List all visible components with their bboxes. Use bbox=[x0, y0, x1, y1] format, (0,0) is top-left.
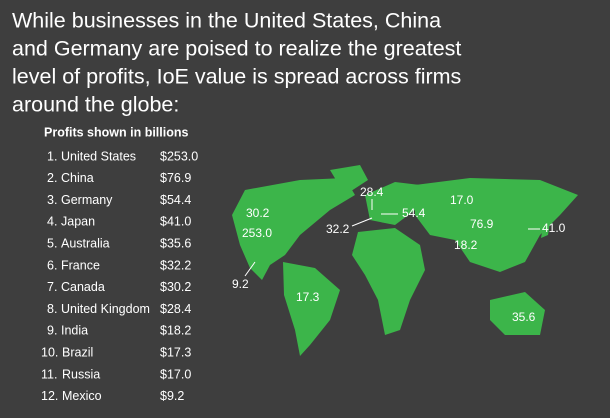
africa bbox=[352, 228, 425, 335]
map-label: 9.2 bbox=[232, 277, 249, 291]
country: Japan bbox=[61, 215, 95, 229]
country: United States bbox=[61, 149, 136, 163]
profit: $17.0 bbox=[160, 367, 191, 381]
rank: 12. bbox=[41, 389, 58, 403]
rank: 6. bbox=[47, 258, 57, 272]
country: Germany bbox=[61, 193, 113, 207]
map-label: 76.9 bbox=[470, 217, 494, 231]
profit: $35.6 bbox=[160, 236, 191, 250]
australia bbox=[490, 292, 545, 335]
leader-line bbox=[244, 261, 256, 277]
title: While businesses in the United States, C… bbox=[12, 9, 461, 117]
rank: 11. bbox=[41, 367, 57, 381]
country: France bbox=[61, 258, 100, 272]
map-label: 41.0 bbox=[542, 221, 566, 235]
profit: $253.0 bbox=[160, 149, 198, 163]
map-label: 35.6 bbox=[512, 310, 536, 324]
profit: $76.9 bbox=[160, 171, 191, 185]
profit: $30.2 bbox=[160, 280, 191, 294]
country: India bbox=[61, 324, 88, 338]
south-america bbox=[283, 262, 340, 356]
table: 1. United States $253.0 2. China $76.9 3. Germa… bbox=[41, 149, 198, 403]
profit: $18.2 bbox=[160, 324, 191, 338]
country: Mexico bbox=[62, 389, 102, 403]
map-label: 28.4 bbox=[360, 185, 384, 199]
map-label: 18.2 bbox=[454, 238, 478, 252]
country: Brazil bbox=[62, 345, 93, 359]
map-label: 30.2 bbox=[246, 206, 270, 220]
title-line: While businesses in the United States, C… bbox=[12, 9, 441, 33]
title-line: level of profits, IoE value is spread ac… bbox=[12, 65, 461, 89]
country: Russia bbox=[62, 367, 100, 381]
greenland bbox=[330, 165, 368, 195]
profit: $41.0 bbox=[160, 215, 191, 229]
map-label: 17.0 bbox=[450, 193, 474, 207]
profit: $32.2 bbox=[160, 258, 191, 272]
country: Australia bbox=[61, 236, 110, 250]
title-line: around the globe: bbox=[12, 93, 179, 117]
country: United Kingdom bbox=[61, 302, 150, 316]
title-line: and Germany are poised to realize the gr… bbox=[12, 37, 461, 61]
rank: 10. bbox=[41, 345, 58, 359]
japan bbox=[541, 210, 552, 238]
profit: $28.4 bbox=[160, 302, 191, 316]
europe bbox=[365, 182, 420, 225]
rank: 5. bbox=[47, 236, 57, 250]
profit: $9.2 bbox=[160, 389, 184, 403]
rank: 7. bbox=[47, 280, 57, 294]
map-label: 32.2 bbox=[326, 222, 350, 236]
map-label: 54.4 bbox=[402, 206, 426, 220]
rank: 8. bbox=[47, 302, 57, 316]
world-map bbox=[232, 165, 578, 356]
map-label: 253.0 bbox=[242, 226, 272, 240]
country: Canada bbox=[61, 280, 105, 294]
north-america bbox=[232, 178, 355, 280]
table-heading: Profits shown in billions bbox=[44, 125, 188, 139]
rank: 9. bbox=[47, 324, 57, 338]
asia bbox=[415, 178, 578, 272]
rank: 4. bbox=[47, 215, 57, 229]
rank: 1. bbox=[47, 149, 57, 163]
country: China bbox=[61, 171, 94, 185]
profit: $17.3 bbox=[160, 345, 191, 359]
leader-lines bbox=[244, 199, 540, 277]
map-labels: 30.2 253.0 9.2 17.3 28.4 54.4 32.2 17.0 76.9 41.0… bbox=[232, 185, 566, 324]
leader-line bbox=[351, 217, 373, 227]
rank: 3. bbox=[47, 193, 57, 207]
profit: $54.4 bbox=[160, 193, 191, 207]
rank: 2. bbox=[47, 171, 57, 185]
map-label: 17.3 bbox=[296, 290, 320, 304]
